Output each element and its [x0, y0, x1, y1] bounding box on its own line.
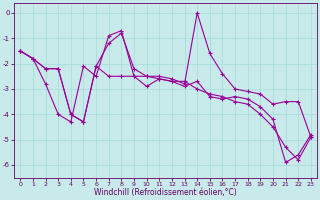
X-axis label: Windchill (Refroidissement éolien,°C): Windchill (Refroidissement éolien,°C): [94, 188, 237, 197]
